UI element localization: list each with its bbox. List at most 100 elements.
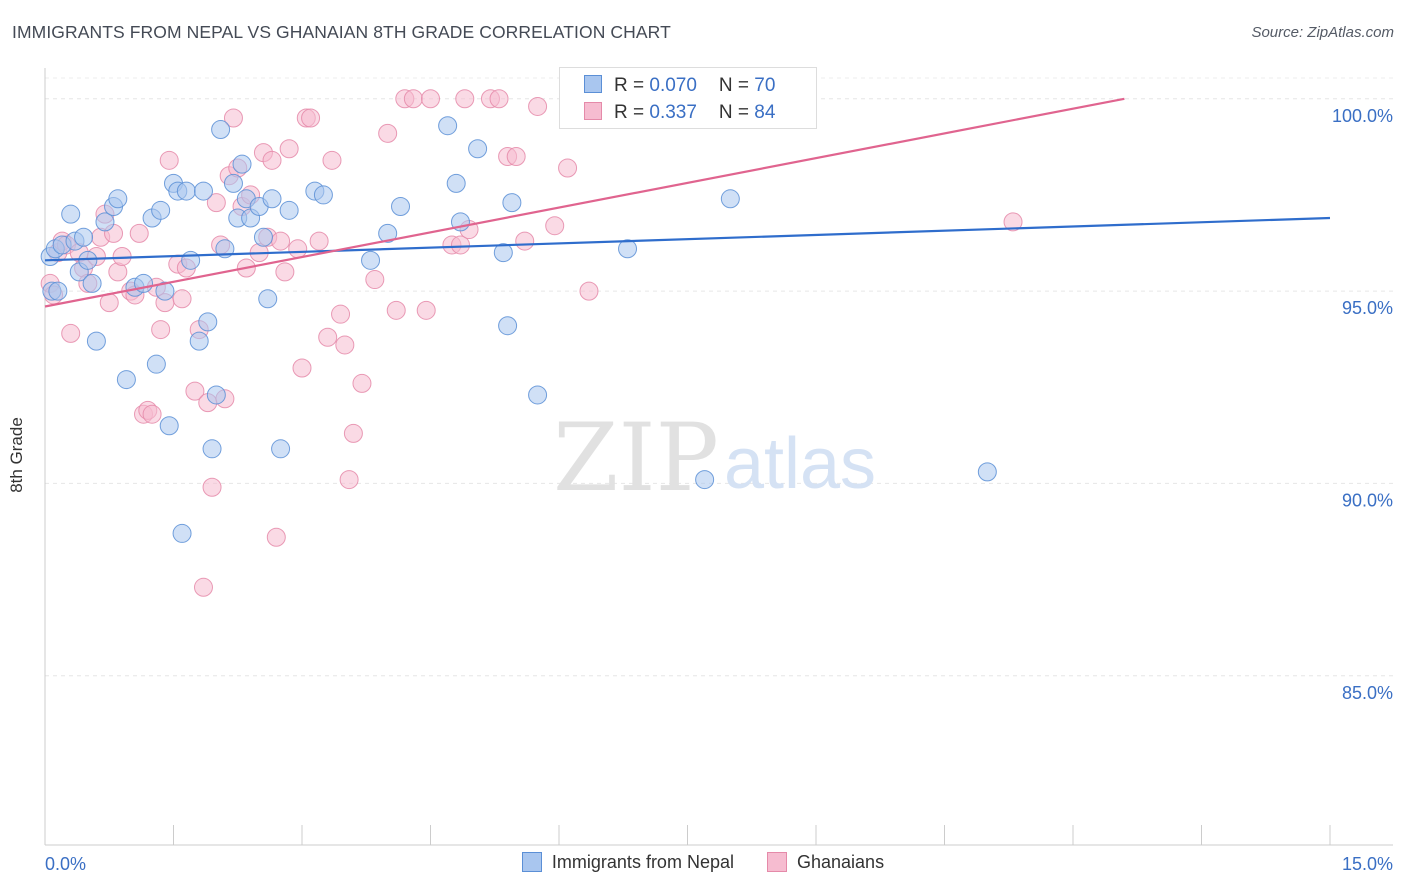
point-nepal (720, 189, 740, 209)
point-nepal (146, 354, 166, 374)
point-ghanaians (365, 270, 385, 290)
point-nepal (493, 243, 513, 263)
watermark-atlas: atlas (724, 424, 876, 504)
tick-labels: 85.0% 90.0% 95.0% 100.0% 0.0% 15.0% (45, 106, 1393, 874)
point-nepal (253, 227, 273, 247)
point-nepal (198, 312, 218, 332)
legend-item-ghanaians[interactable]: Ghanaians (767, 851, 885, 873)
point-nepal (498, 316, 518, 336)
y-tick-label: 100.0% (1332, 106, 1393, 126)
legend-label-ghanaians: Ghanaians (797, 852, 885, 872)
y-axis-label: 8th Grade (7, 417, 26, 493)
point-nepal (151, 200, 171, 220)
x-tick-label-max: 15.0% (1342, 854, 1393, 874)
point-ghanaians (202, 477, 222, 497)
point-nepal (172, 523, 192, 543)
point-ghanaians (528, 96, 548, 116)
point-ghanaians (506, 146, 526, 166)
point-ghanaians (421, 89, 440, 109)
point-ghanaians (262, 150, 282, 170)
point-nepal (108, 189, 128, 209)
y-tick-label: 95.0% (1342, 298, 1393, 318)
point-ghanaians (309, 231, 329, 251)
point-nepal (193, 181, 213, 201)
watermark-zip: ZIP (553, 404, 719, 513)
point-ghanaians (142, 404, 162, 424)
stats-swatch-nepal (584, 75, 602, 94)
point-ghanaians (339, 470, 359, 490)
point-nepal (977, 462, 997, 482)
y-tick-label: 90.0% (1342, 490, 1393, 510)
point-ghanaians (266, 527, 286, 547)
point-nepal (528, 385, 548, 405)
legend: Immigrants from Nepal Ghanaians (0, 851, 1406, 873)
point-nepal (378, 223, 398, 243)
point-ghanaians (378, 123, 398, 143)
point-nepal (48, 281, 68, 301)
point-ghanaians (223, 108, 243, 128)
stats-r-value: 0.070 (649, 75, 697, 96)
point-ghanaians (318, 327, 338, 347)
point-nepal (258, 289, 278, 309)
stats-r-label: R = (614, 75, 650, 96)
point-ghanaians (193, 577, 213, 597)
stats-r-label: R = (614, 102, 650, 123)
point-ghanaians (403, 89, 423, 109)
stats-swatch-ghanaians (584, 102, 602, 121)
x-tick-label-min: 0.0% (45, 854, 86, 874)
stats-r-value: 0.337 (649, 102, 697, 123)
stats-n-value: 84 (754, 102, 776, 123)
point-nepal (176, 181, 196, 201)
point-ghanaians (206, 193, 226, 213)
stats-row-nepal: R = 0.070 N = 70 (584, 73, 775, 99)
point-ghanaians (288, 239, 308, 259)
point-nepal (279, 200, 299, 220)
trend-line-ghanaians (44, 97, 1125, 308)
chart-title: IMMIGRANTS FROM NEPAL VS GHANAIAN 8TH GR… (12, 22, 671, 42)
point-nepal (468, 139, 488, 159)
stats-row-ghanaians: R = 0.337 N = 84 (584, 100, 775, 126)
point-ghanaians (292, 358, 312, 378)
point-ghanaians (301, 108, 321, 128)
point-ghanaians (172, 289, 192, 309)
point-nepal (202, 439, 222, 459)
point-nepal (155, 281, 175, 301)
legend-label-nepal: Immigrants from Nepal (551, 852, 734, 872)
point-nepal (206, 385, 226, 405)
point-nepal (159, 416, 179, 436)
stats-n-label: N = (718, 102, 755, 123)
point-ghanaians (343, 423, 363, 443)
chart-source: Source: ZipAtlas.com (1251, 24, 1394, 41)
legend-swatch-ghanaians (767, 851, 787, 872)
point-nepal (438, 116, 458, 136)
data-points (40, 89, 1023, 597)
point-nepal (116, 370, 136, 390)
point-ghanaians (545, 216, 565, 236)
point-ghanaians (416, 300, 436, 320)
point-nepal (695, 470, 715, 490)
legend-item-nepal[interactable]: Immigrants from Nepal (521, 851, 734, 873)
point-nepal (189, 331, 209, 351)
point-nepal (391, 196, 411, 216)
stats-n-value: 70 (754, 75, 776, 96)
point-ghanaians (279, 139, 299, 159)
point-ghanaians (386, 300, 406, 320)
point-ghanaians (151, 320, 171, 340)
point-nepal (82, 273, 102, 293)
watermark: ZIP atlas (553, 404, 876, 513)
point-nepal (78, 250, 98, 270)
y-tick-label: 85.0% (1342, 683, 1393, 703)
point-ghanaians (331, 304, 351, 324)
point-nepal (74, 227, 94, 247)
point-nepal (262, 189, 282, 209)
point-nepal (502, 193, 522, 213)
point-nepal (313, 185, 333, 205)
point-nepal (232, 154, 252, 174)
point-nepal (361, 250, 381, 270)
point-ghanaians (489, 89, 509, 109)
point-ghanaians (335, 335, 355, 355)
point-ghanaians (159, 150, 179, 170)
point-nepal (95, 212, 115, 232)
